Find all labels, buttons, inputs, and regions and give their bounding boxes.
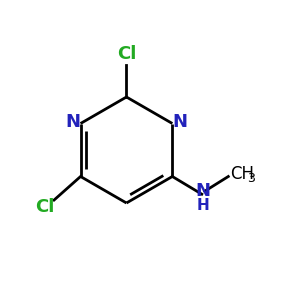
- Text: N: N: [172, 113, 187, 131]
- Text: Cl: Cl: [35, 198, 55, 216]
- Text: CH: CH: [230, 165, 254, 183]
- Text: N: N: [66, 113, 81, 131]
- Text: H: H: [197, 198, 210, 213]
- Text: N: N: [196, 182, 211, 200]
- Text: 3: 3: [247, 172, 255, 185]
- Text: Cl: Cl: [117, 45, 136, 63]
